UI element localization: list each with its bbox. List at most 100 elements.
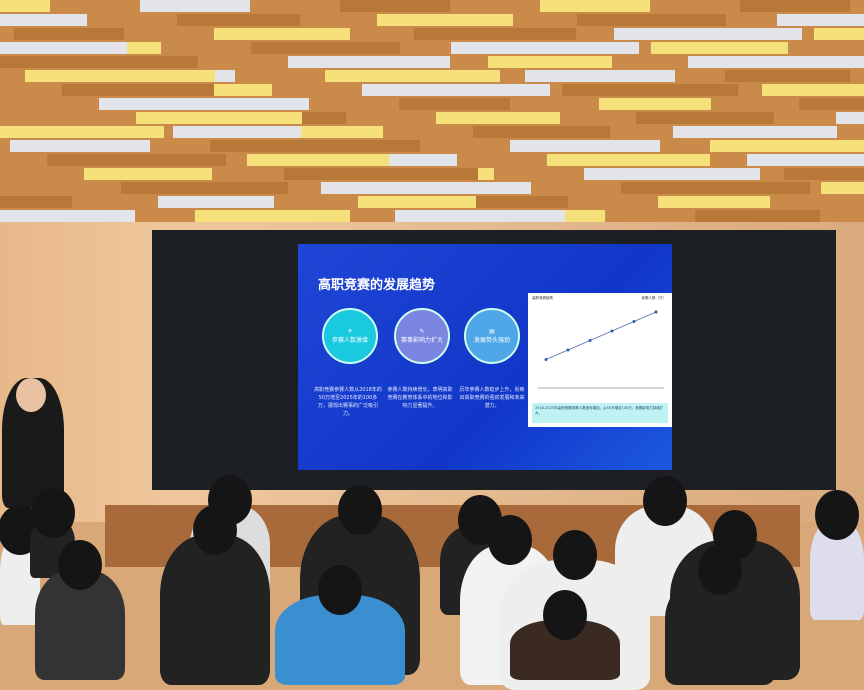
data-point <box>544 358 548 361</box>
ceiling-slat <box>377 14 513 26</box>
data-point <box>632 320 636 323</box>
ceiling-slat <box>577 14 726 26</box>
ceiling-slat <box>84 168 212 180</box>
line-chart: 高职竞赛趋势 参赛人数（万） 2018-2025年高职竞赛参赛人数逐年增加，从5… <box>528 293 672 427</box>
ceiling-slat <box>136 112 302 124</box>
ceiling-slat <box>0 126 164 138</box>
plane-icon: ✈ <box>347 328 353 335</box>
ceiling-slat <box>584 168 760 180</box>
ceiling-slat <box>140 0 250 12</box>
ceiling-slat <box>214 28 350 40</box>
data-point <box>654 310 658 314</box>
audience-head <box>318 565 362 615</box>
ceiling-slat <box>62 84 214 96</box>
ceiling-slat <box>414 28 576 40</box>
ceiling-slat <box>47 154 226 166</box>
ceiling-slat <box>0 210 135 222</box>
presentation-slide: 高职竞赛的发展趋势 ✈ 参赛人数激增 ✎ 赛事影响力扩大 ▤ 发展势头强劲 高职竞赛参… <box>298 244 672 470</box>
ceiling-slat <box>340 0 450 12</box>
data-point <box>566 348 570 352</box>
audience-head <box>58 540 102 590</box>
audience-head <box>543 590 587 640</box>
ceiling-slat <box>673 126 837 138</box>
ceiling-slat <box>0 196 72 208</box>
ceiling-slat <box>658 196 770 208</box>
ceiling-slat <box>451 42 639 54</box>
ceiling-slat <box>710 140 864 152</box>
ceiling-slat <box>358 196 476 208</box>
ceiling-slat <box>247 154 389 166</box>
ceiling-slat <box>362 84 550 96</box>
ceiling-slat <box>540 0 650 12</box>
ceiling-slat <box>458 196 568 208</box>
ceiling-slat <box>636 112 774 124</box>
ceiling-slat <box>740 0 850 12</box>
ceiling-slat <box>821 182 864 194</box>
ceiling-slat <box>288 56 450 68</box>
ceiling-slat <box>473 126 610 138</box>
data-point <box>588 339 592 342</box>
document-icon: ▤ <box>489 328 495 335</box>
audience-head <box>193 505 237 555</box>
ceiling-slat <box>321 182 477 194</box>
audience-head <box>488 515 532 565</box>
body-text: 高职竞赛参赛人数从2018年的50万增至2025年的100多万，展现出赛事的广泛… <box>314 387 382 417</box>
ceiling-slat <box>325 70 500 82</box>
audience-head <box>338 485 382 535</box>
ceiling-slat <box>762 84 864 96</box>
audience-member <box>160 535 270 685</box>
circle-momentum: ▤ 发展势头强劲 <box>464 308 520 364</box>
chart-title: 高职竞赛趋势 <box>532 296 553 300</box>
chart-legend: 参赛人数（万） <box>641 296 667 300</box>
ceiling-slat <box>0 42 127 54</box>
ceiling-slat <box>199 98 309 110</box>
ceiling-slat <box>158 196 274 208</box>
audience-head <box>698 545 742 595</box>
presenter-face <box>16 378 46 412</box>
ceiling-slat <box>399 98 510 110</box>
chart-plot <box>538 310 664 389</box>
ceiling-slat <box>14 28 124 40</box>
ceiling-slat <box>614 28 802 40</box>
ceiling-slat <box>395 210 565 222</box>
ceiling-slat <box>688 56 864 68</box>
ceiling-slat <box>25 70 215 82</box>
ceiling-slat <box>210 140 390 152</box>
ceiling-slat <box>10 140 150 152</box>
circle-label: 发展势头强劲 <box>473 337 510 344</box>
chart-caption: 2018-2025年高职竞赛参赛人数逐年增加，从50万增至100万，竞赛影响力持… <box>532 403 668 423</box>
ceiling-slat <box>436 112 560 124</box>
ceiling-slat <box>0 56 126 68</box>
circle-label: 参赛人数激增 <box>331 337 368 344</box>
ceiling-slat <box>814 28 864 40</box>
audience-head <box>553 530 597 580</box>
ceiling <box>0 0 864 228</box>
ceiling-slat <box>799 98 864 110</box>
circle-influence: ✎ 赛事影响力扩大 <box>394 308 450 364</box>
ceiling-slat <box>836 112 864 124</box>
body-text: 参赛人数持续增长，表明高职竞赛在教育体系中的地位和影响力显著提升。 <box>387 387 453 409</box>
ceiling-slat <box>173 126 301 138</box>
data-point <box>610 329 614 333</box>
audience-head <box>643 476 687 526</box>
slide-title: 高职竞赛的发展趋势 <box>318 278 436 293</box>
ceiling-slat <box>284 168 478 180</box>
ceiling-slat <box>777 14 864 26</box>
ceiling-slat <box>562 84 738 96</box>
ceiling-slat <box>747 154 864 166</box>
ceiling-slat <box>99 98 213 110</box>
ceiling-slat <box>784 168 864 180</box>
ceiling-slat <box>695 210 820 222</box>
ceiling-slat <box>251 42 400 54</box>
ceiling-slat <box>651 42 788 54</box>
circle-participants: ✈ 参赛人数激增 <box>322 308 378 364</box>
edit-icon: ✎ <box>419 328 425 335</box>
body-text: 历年参赛人数稳步上升，反映出高职竞赛的强劲发展和未来潜力。 <box>459 387 525 409</box>
ceiling-slat <box>177 14 300 26</box>
ceiling-slat <box>599 98 711 110</box>
circle-label: 赛事影响力扩大 <box>400 337 443 344</box>
ceiling-slat <box>0 14 87 26</box>
ceiling-slat <box>525 70 675 82</box>
ceiling-slat <box>725 70 850 82</box>
ceiling-slat <box>0 0 50 12</box>
